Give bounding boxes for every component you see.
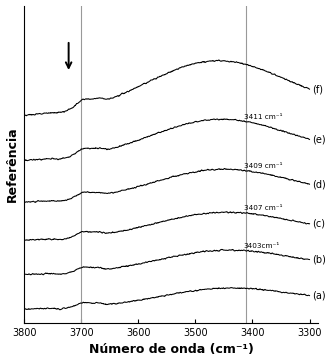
Text: 3407 cm⁻¹: 3407 cm⁻¹ [244,205,282,211]
Text: (c): (c) [312,219,325,229]
Text: 3403cm⁻¹: 3403cm⁻¹ [244,243,280,249]
Text: 3409 cm⁻¹: 3409 cm⁻¹ [244,163,282,169]
Text: (d): (d) [312,179,326,189]
Text: (e): (e) [312,134,325,144]
Text: (a): (a) [312,291,325,300]
Y-axis label: Referência: Referência [6,126,19,202]
Text: (b): (b) [312,254,326,265]
X-axis label: Número de onda (cm⁻¹): Número de onda (cm⁻¹) [89,344,254,357]
Text: 3411 cm⁻¹: 3411 cm⁻¹ [244,114,282,120]
Text: (f): (f) [312,84,323,94]
